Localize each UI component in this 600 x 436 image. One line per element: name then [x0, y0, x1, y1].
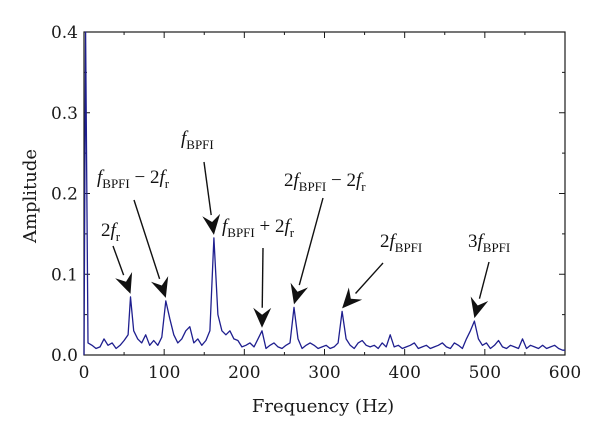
annotation-arrow-shaft [133, 199, 161, 280]
annotation-fbpfi-plus-2fr: fBPFI + 2fr [222, 216, 295, 240]
annotation-arrow-head [202, 213, 221, 235]
annotation-2fr: 2fr [101, 220, 121, 244]
annotation-arrow-shaft [478, 261, 490, 299]
annotation-arrow-shaft [261, 247, 264, 308]
annotation-arrow-head [342, 287, 363, 309]
y-tick-label: 0.3 [51, 104, 78, 124]
annotation-fbpfi: fBPFI [181, 128, 214, 152]
y-axis-label: Amplitude [20, 149, 41, 244]
y-tick-label: 0.2 [51, 185, 78, 205]
annotation-arrow-shaft [112, 245, 125, 276]
annotation-fbpfi-minus-2fr: fBPFI − 2fr [97, 167, 170, 191]
x-tick-label: 400 [388, 363, 420, 383]
axis-ticks [83, 31, 566, 356]
x-tick-label: 600 [549, 363, 581, 383]
x-tick-label: 300 [308, 363, 340, 383]
annotation-arrow-head [115, 272, 133, 294]
annotation-arrow-head [151, 276, 169, 298]
x-tick-label: 500 [469, 363, 501, 383]
annotation-arrows [112, 161, 490, 328]
annotation-arrow-shaft [203, 161, 212, 216]
y-tick-label: 0.0 [51, 346, 78, 366]
annotation-arrow-head [253, 307, 272, 328]
annotation-arrow-head [290, 282, 308, 305]
annotation-arrow-shaft [298, 197, 324, 286]
amplitude-series-line [83, 31, 565, 356]
annotation-arrow-shaft [354, 262, 384, 294]
tick-labels: 0 100 200 300 400 500 600 0.0 0.1 0.2 0.3 0.4 [51, 23, 581, 383]
annotation-2fbpfi-minus-2fr: 2fBPFI − 2fr [284, 170, 366, 194]
y-tick-label: 0.1 [51, 265, 78, 285]
annotation-3fbpfi: 3fBPFI [468, 231, 510, 255]
annotation-arrow-head [470, 296, 489, 319]
annotation-2fbpfi: 2fBPFI [380, 231, 422, 255]
x-tick-label: 0 [79, 363, 90, 383]
y-tick-label: 0.4 [51, 23, 78, 43]
x-axis-label: Frequency (Hz) [252, 396, 394, 417]
x-tick-label: 200 [228, 363, 260, 383]
x-tick-label: 100 [148, 363, 180, 383]
